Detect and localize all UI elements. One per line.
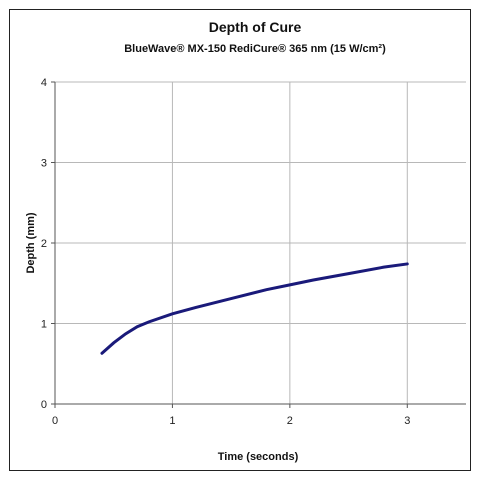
y-tick-label: 4 [41, 77, 47, 89]
y-tick-label: 2 [41, 238, 47, 250]
x-tick-label: 1 [169, 415, 175, 427]
x-tick-label: 2 [287, 415, 293, 427]
chart-title: Depth of Cure [209, 19, 302, 35]
chart-frame [9, 9, 471, 471]
tick-labels: 0 1 2 3 4 0 1 2 3 [41, 77, 410, 427]
y-tick-label: 3 [41, 158, 47, 170]
axes [51, 81, 466, 408]
x-tick-label: 3 [404, 415, 410, 427]
y-axis-label: Depth (mm) [25, 212, 37, 273]
y-tick-label: 0 [41, 399, 47, 411]
series [100, 262, 409, 355]
series-line [100, 262, 409, 355]
x-tick-label: 0 [52, 415, 58, 427]
grid [55, 81, 466, 404]
chart-subtitle: BlueWave® MX-150 RediCure® 365 nm (15 W/… [124, 43, 386, 55]
y-tick-label: 1 [41, 319, 47, 331]
x-axis-label: Time (seconds) [218, 451, 299, 463]
